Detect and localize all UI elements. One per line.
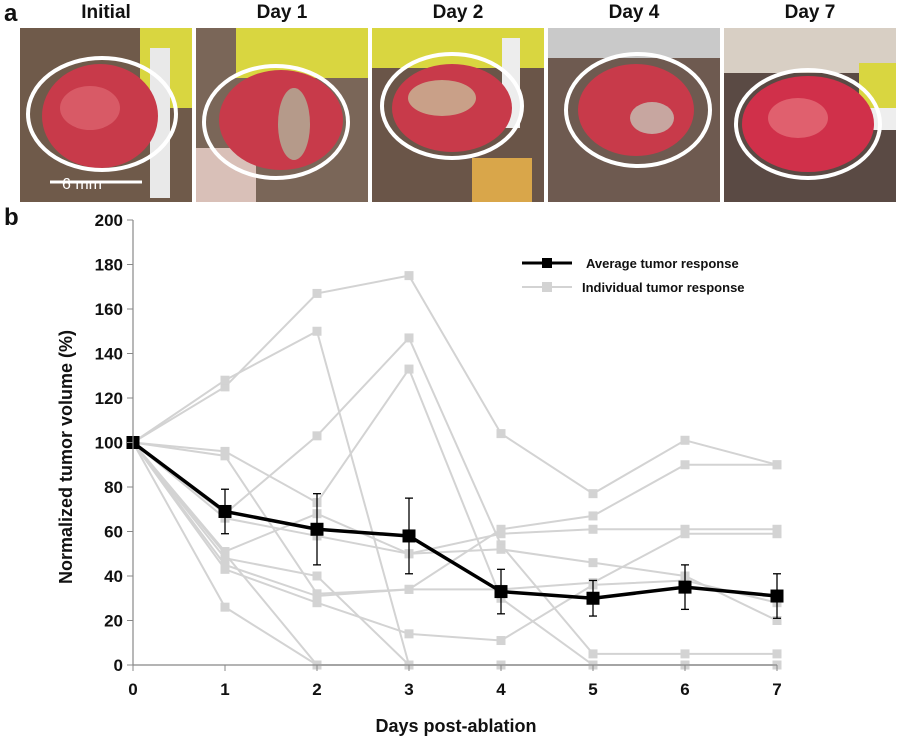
individual-point: [312, 591, 322, 601]
individual-series-line: [132, 442, 777, 666]
y-tick-label: 180: [95, 256, 123, 275]
x-tick-label: 6: [680, 680, 689, 699]
photo-day-1: Day 1: [196, 0, 368, 204]
tumor-photo-strip: Initial 6 mm Day 1: [20, 0, 900, 204]
individual-point: [220, 602, 230, 612]
individual-point: [220, 375, 230, 385]
individual-point: [772, 649, 782, 659]
y-tick-label: 200: [95, 211, 123, 230]
panel-label-a: a: [4, 0, 18, 27]
individual-series-line: [132, 441, 777, 598]
individual-point: [496, 429, 506, 439]
individual-point: [588, 558, 598, 568]
individual-point: [220, 451, 230, 461]
x-tick-label: 7: [772, 680, 781, 699]
chart-legend: Average tumor response Individual tumor …: [522, 256, 745, 295]
x-axis-title: Days post-ablation: [375, 716, 536, 736]
x-tick-label: 5: [588, 680, 597, 699]
panel-label-b: b: [4, 204, 19, 231]
photo-initial: Initial 6 mm: [20, 0, 192, 204]
y-axis-title: Normalized tumor volume (%): [56, 330, 76, 584]
individual-point: [404, 364, 414, 374]
individual-point: [312, 431, 322, 441]
individual-point: [220, 564, 230, 574]
photo-title: Day 4: [608, 2, 660, 23]
individual-point: [496, 544, 506, 554]
individual-point: [588, 511, 598, 521]
individual-point: [312, 571, 322, 581]
y-tick-label: 60: [104, 523, 123, 542]
individual-point: [772, 616, 782, 625]
x-tick-label: 0: [128, 680, 137, 699]
legend-average-marker: [542, 258, 552, 268]
individual-point: [404, 271, 414, 281]
individual-point: [312, 326, 322, 336]
y-tick-label: 160: [95, 300, 123, 319]
individual-point: [772, 529, 782, 539]
individual-point: [588, 489, 598, 499]
individual-point: [404, 584, 414, 594]
individual-point: [680, 435, 690, 445]
individual-point: [404, 629, 414, 639]
average-point: [310, 522, 324, 536]
individual-point: [312, 288, 322, 298]
individual-series-line: [132, 336, 777, 655]
average-series-line: [131, 441, 778, 601]
tumor-photo-image: [196, 28, 368, 202]
x-tick-label: 2: [312, 680, 321, 699]
y-tick-label: 140: [95, 345, 123, 364]
legend-average-label: Average tumor response: [586, 256, 739, 271]
individual-point: [680, 649, 690, 659]
individual-series-line: [132, 441, 777, 555]
average-point: [494, 585, 508, 599]
individual-point: [496, 636, 506, 646]
scale-bar-label: 6 mm: [62, 176, 102, 193]
tumor-photo-image: [548, 28, 720, 202]
tumor-volume-chart: Normalized tumor volume (%) Days post-ab…: [56, 211, 784, 736]
photo-title: Day 1: [256, 2, 308, 23]
individual-point: [220, 549, 230, 559]
individual-series-line: [132, 441, 778, 642]
y-tick-label: 120: [95, 389, 123, 408]
average-point: [586, 591, 600, 605]
legend-individual-label: Individual tumor response: [582, 280, 745, 295]
y-tick-label: 40: [104, 567, 123, 586]
legend-individual-marker: [542, 282, 552, 292]
average-point: [218, 504, 232, 518]
y-tick-label: 20: [104, 612, 123, 631]
individual-point: [220, 382, 230, 392]
tumor-photo-image: [372, 28, 544, 202]
individual-point: [680, 529, 690, 539]
individual-point: [772, 460, 782, 470]
photo-day-2: Day 2: [372, 0, 544, 204]
photo-day-7: Day 7: [724, 0, 896, 204]
individual-point: [680, 460, 690, 470]
photo-title: Day 2: [432, 2, 484, 23]
individual-series-line: [132, 441, 777, 595]
average-point: [770, 589, 784, 603]
photo-title: Day 7: [784, 2, 836, 23]
average-point: [402, 529, 416, 543]
y-tick-label: 80: [104, 478, 123, 497]
x-tick-label: 4: [496, 680, 506, 699]
individual-point: [312, 598, 322, 608]
photo-title: Initial: [81, 2, 131, 23]
y-tick-label: 100: [95, 434, 123, 453]
tumor-photo-image: [20, 28, 192, 202]
individual-point: [588, 649, 598, 659]
x-tick-label: 1: [220, 680, 229, 699]
individual-point: [404, 333, 414, 343]
tumor-photo-image: [724, 28, 896, 202]
average-point: [678, 580, 692, 594]
individual-point: [496, 529, 506, 539]
individual-point: [588, 524, 598, 534]
individual-series-line: [132, 441, 778, 622]
individual-series-line: [132, 441, 777, 666]
individual-series-line: [132, 441, 777, 666]
x-tick-label: 3: [404, 680, 413, 699]
photo-day-4: Day 4: [548, 0, 720, 204]
y-tick-label: 0: [114, 656, 123, 675]
